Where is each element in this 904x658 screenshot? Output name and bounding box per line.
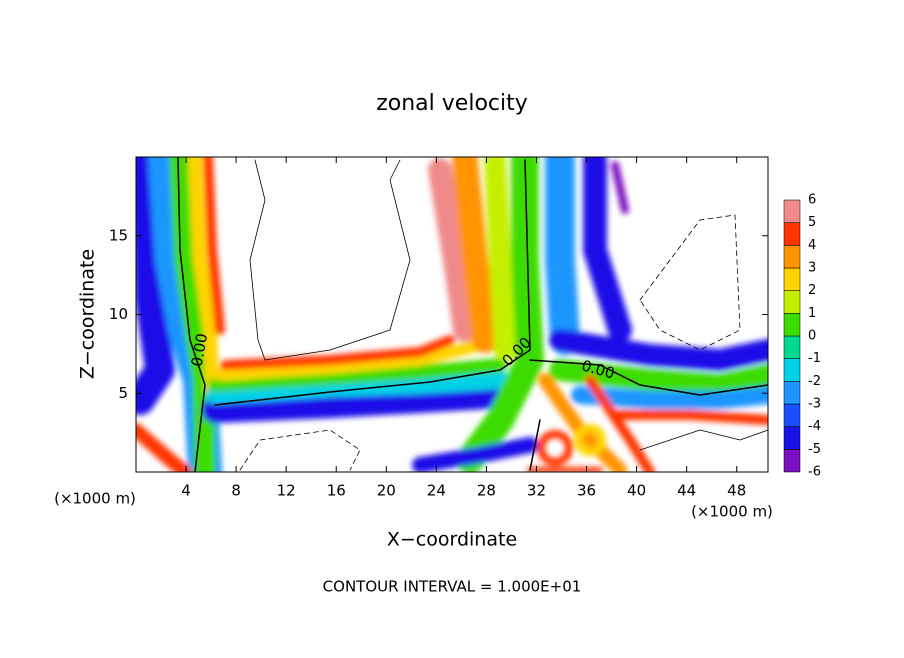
colorbar-label: 5: [808, 215, 816, 230]
colorbar-band: [783, 426, 801, 450]
colorbar-label: 6: [808, 193, 816, 208]
x-tick-label: 24: [427, 482, 446, 500]
colorbar-band: [783, 267, 801, 291]
colorbar-label: 0: [808, 329, 816, 344]
colorbar-band: [783, 313, 801, 337]
y-axis-label: Z−coordinate: [77, 249, 99, 379]
colorbar-band: [783, 290, 801, 314]
footnote: CONTOUR INTERVAL = 1.000E+01: [323, 578, 582, 596]
x-tick-label: 28: [477, 482, 496, 500]
x-tick-label: 36: [577, 482, 596, 500]
x-tick-label: 20: [377, 482, 396, 500]
x-tick-label: 44: [677, 482, 696, 500]
colorbar-band: [783, 222, 801, 246]
colorbar-band: [783, 449, 801, 473]
y-tick-label: 5: [118, 384, 128, 402]
colorbar-label: 3: [808, 261, 816, 276]
x-tick-label: 4: [181, 482, 191, 500]
x-tick-label: 40: [627, 482, 646, 500]
x-axis-label: X−coordinate: [387, 529, 517, 551]
y-tick-label: 10: [109, 305, 128, 323]
colorbar-band: [783, 381, 801, 405]
y-tick-label: 15: [109, 226, 128, 244]
x-unit: (×1000 m): [691, 503, 773, 521]
contour-field: [136, 157, 768, 472]
y-unit: (×1000 m): [54, 490, 136, 508]
colorbar-label: 1: [808, 306, 816, 321]
colorbar-label: -2: [808, 374, 821, 389]
x-tick-label: 32: [527, 482, 546, 500]
colorbar-label: -3: [808, 397, 821, 412]
colorbar-label: -6: [808, 465, 821, 480]
colorbar-label: -5: [808, 442, 821, 457]
chart-title: zonal velocity: [376, 91, 528, 116]
x-tick-label: 48: [727, 482, 746, 500]
colorbar-label: -1: [808, 351, 821, 366]
colorbar-band: [783, 358, 801, 382]
colorbar-label: 2: [808, 283, 816, 298]
colorbar-band: [783, 245, 801, 269]
x-tick-label: 16: [327, 482, 346, 500]
colorbar-label: 4: [808, 238, 816, 253]
colorbar-band: [783, 403, 801, 427]
x-tick-label: 8: [231, 482, 241, 500]
contour-label: 0.00: [188, 332, 212, 368]
x-tick-label: 12: [277, 482, 296, 500]
colorbar-band: [783, 335, 801, 359]
colorbar-band: [783, 199, 801, 223]
colorbar-label: -4: [808, 419, 821, 434]
